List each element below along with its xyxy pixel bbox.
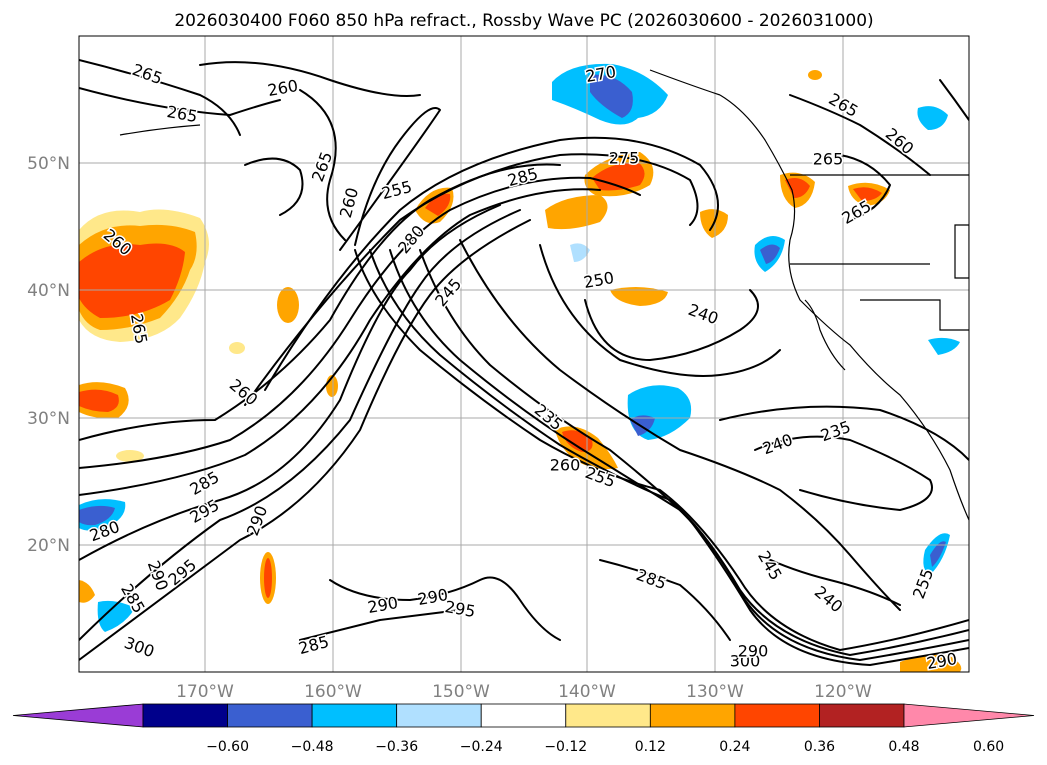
coastlines <box>119 69 969 521</box>
colorbar-cell <box>142 703 228 728</box>
figure-title: 2026030400 F060 850 hPa refract., Rossby… <box>174 11 873 31</box>
lon-label-140w: 140°W <box>558 682 616 702</box>
colorbar-cell <box>565 703 651 728</box>
lat-label-50n: 50°N <box>27 154 70 174</box>
colorbar-tick-label: 0.48 <box>888 739 919 755</box>
contour-value-label: 290 <box>738 642 769 661</box>
contour-value-label: 265 <box>813 150 844 169</box>
colorbar-cell <box>734 703 820 728</box>
contour-value-label: 275 <box>609 149 640 168</box>
colorbar-extend-min <box>12 703 144 728</box>
contour-value-label: 300 <box>730 652 761 671</box>
map-panel <box>79 36 969 672</box>
longitude-labels: 170°W 160°W 150°W 140°W 130°W 120°W <box>176 682 872 702</box>
map-border <box>78 35 970 673</box>
colorbar-tick-label: −0.48 <box>291 739 334 755</box>
colorbar: −0.60 −0.48 −0.36 −0.24 −0.12 0.12 0.24 0.36 0.4… <box>12 703 1035 755</box>
positive-anomaly-strong <box>79 243 185 318</box>
colorbar-extend-max <box>903 703 1035 728</box>
lon-label-120w: 120°W <box>814 682 872 702</box>
colorbar-cell <box>227 703 313 728</box>
latitude-labels: 50°N 40°N 30°N 20°N <box>27 154 70 556</box>
lat-label-30n: 30°N <box>27 409 70 429</box>
colorbar-tick-label: 0.36 <box>804 739 835 755</box>
colorbar-tick-label: −0.60 <box>206 739 249 755</box>
colorbar-tick-label: 0.24 <box>719 739 750 755</box>
contour-lines <box>79 59 969 666</box>
colorbar-tick-label: −0.12 <box>544 739 587 755</box>
colorbar-cell <box>819 703 905 728</box>
lat-label-40n: 40°N <box>27 281 70 301</box>
contour-value-label: 260 <box>550 456 581 475</box>
lat-label-20n: 20°N <box>27 536 70 556</box>
colorbar-tick-label: −0.36 <box>375 739 418 755</box>
lon-label-160w: 160°W <box>304 682 362 702</box>
colorbar-tick-label: 0.12 <box>635 739 666 755</box>
lon-label-130w: 130°W <box>686 682 744 702</box>
colorbar-tick-label: 0.60 <box>973 739 1004 755</box>
colorbar-cell <box>311 703 398 728</box>
colorbar-cell <box>480 703 567 728</box>
colorbar-cell <box>396 703 482 728</box>
colorbar-tick-label: −0.24 <box>460 739 503 755</box>
colorbar-cell <box>649 703 736 728</box>
lon-label-170w: 170°W <box>176 682 234 702</box>
lon-label-150w: 150°W <box>432 682 490 702</box>
